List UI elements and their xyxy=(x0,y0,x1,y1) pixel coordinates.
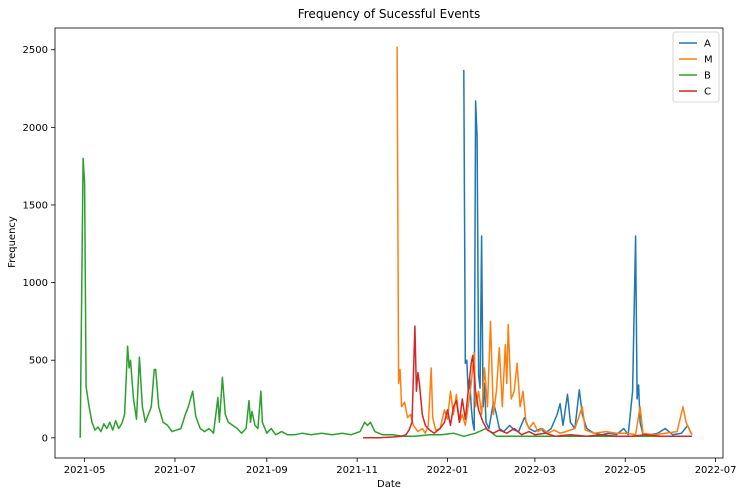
x-tick-label: 2022-07 xyxy=(695,465,737,476)
y-tick-label: 500 xyxy=(29,356,48,367)
series-line-m xyxy=(396,46,693,436)
x-tick-label: 2021-11 xyxy=(336,465,378,476)
legend-box xyxy=(672,31,720,103)
legend-label-a: A xyxy=(704,39,711,50)
x-tick-label: 2021-07 xyxy=(154,465,196,476)
series-line-a xyxy=(463,69,693,436)
y-axis-label: Frequency xyxy=(7,216,18,268)
series-line-c xyxy=(363,325,692,439)
x-tick-label: 2022-01 xyxy=(427,465,469,476)
y-tick-label: 1500 xyxy=(23,200,48,211)
x-tick-label: 2022-05 xyxy=(604,465,646,476)
x-axis: 2021-05 2021-07 2021-09 2021-11 2022-01 2022-… xyxy=(64,458,737,476)
plot-frame xyxy=(54,27,724,459)
x-tick-label: 2021-05 xyxy=(64,465,106,476)
legend-label-c: C xyxy=(704,87,711,98)
y-tick-label: 2000 xyxy=(23,123,48,134)
plot-area xyxy=(54,27,724,459)
series-line-b xyxy=(79,157,692,438)
y-tick-label: 1000 xyxy=(23,278,48,289)
y-tick-label: 2500 xyxy=(23,45,48,56)
x-tick-label: 2022-03 xyxy=(514,465,556,476)
y-tick-label: 0 xyxy=(42,433,48,444)
series-layer xyxy=(79,46,693,439)
legend-label-m: M xyxy=(704,55,713,66)
x-tick-label: 2021-09 xyxy=(246,465,288,476)
y-axis: 0 500 1000 1500 2000 2500 xyxy=(23,45,55,444)
legend-label-b: B xyxy=(704,71,711,82)
chart-title: Frequency of Sucessful Events xyxy=(298,7,481,21)
x-axis-label: Date xyxy=(377,479,401,490)
